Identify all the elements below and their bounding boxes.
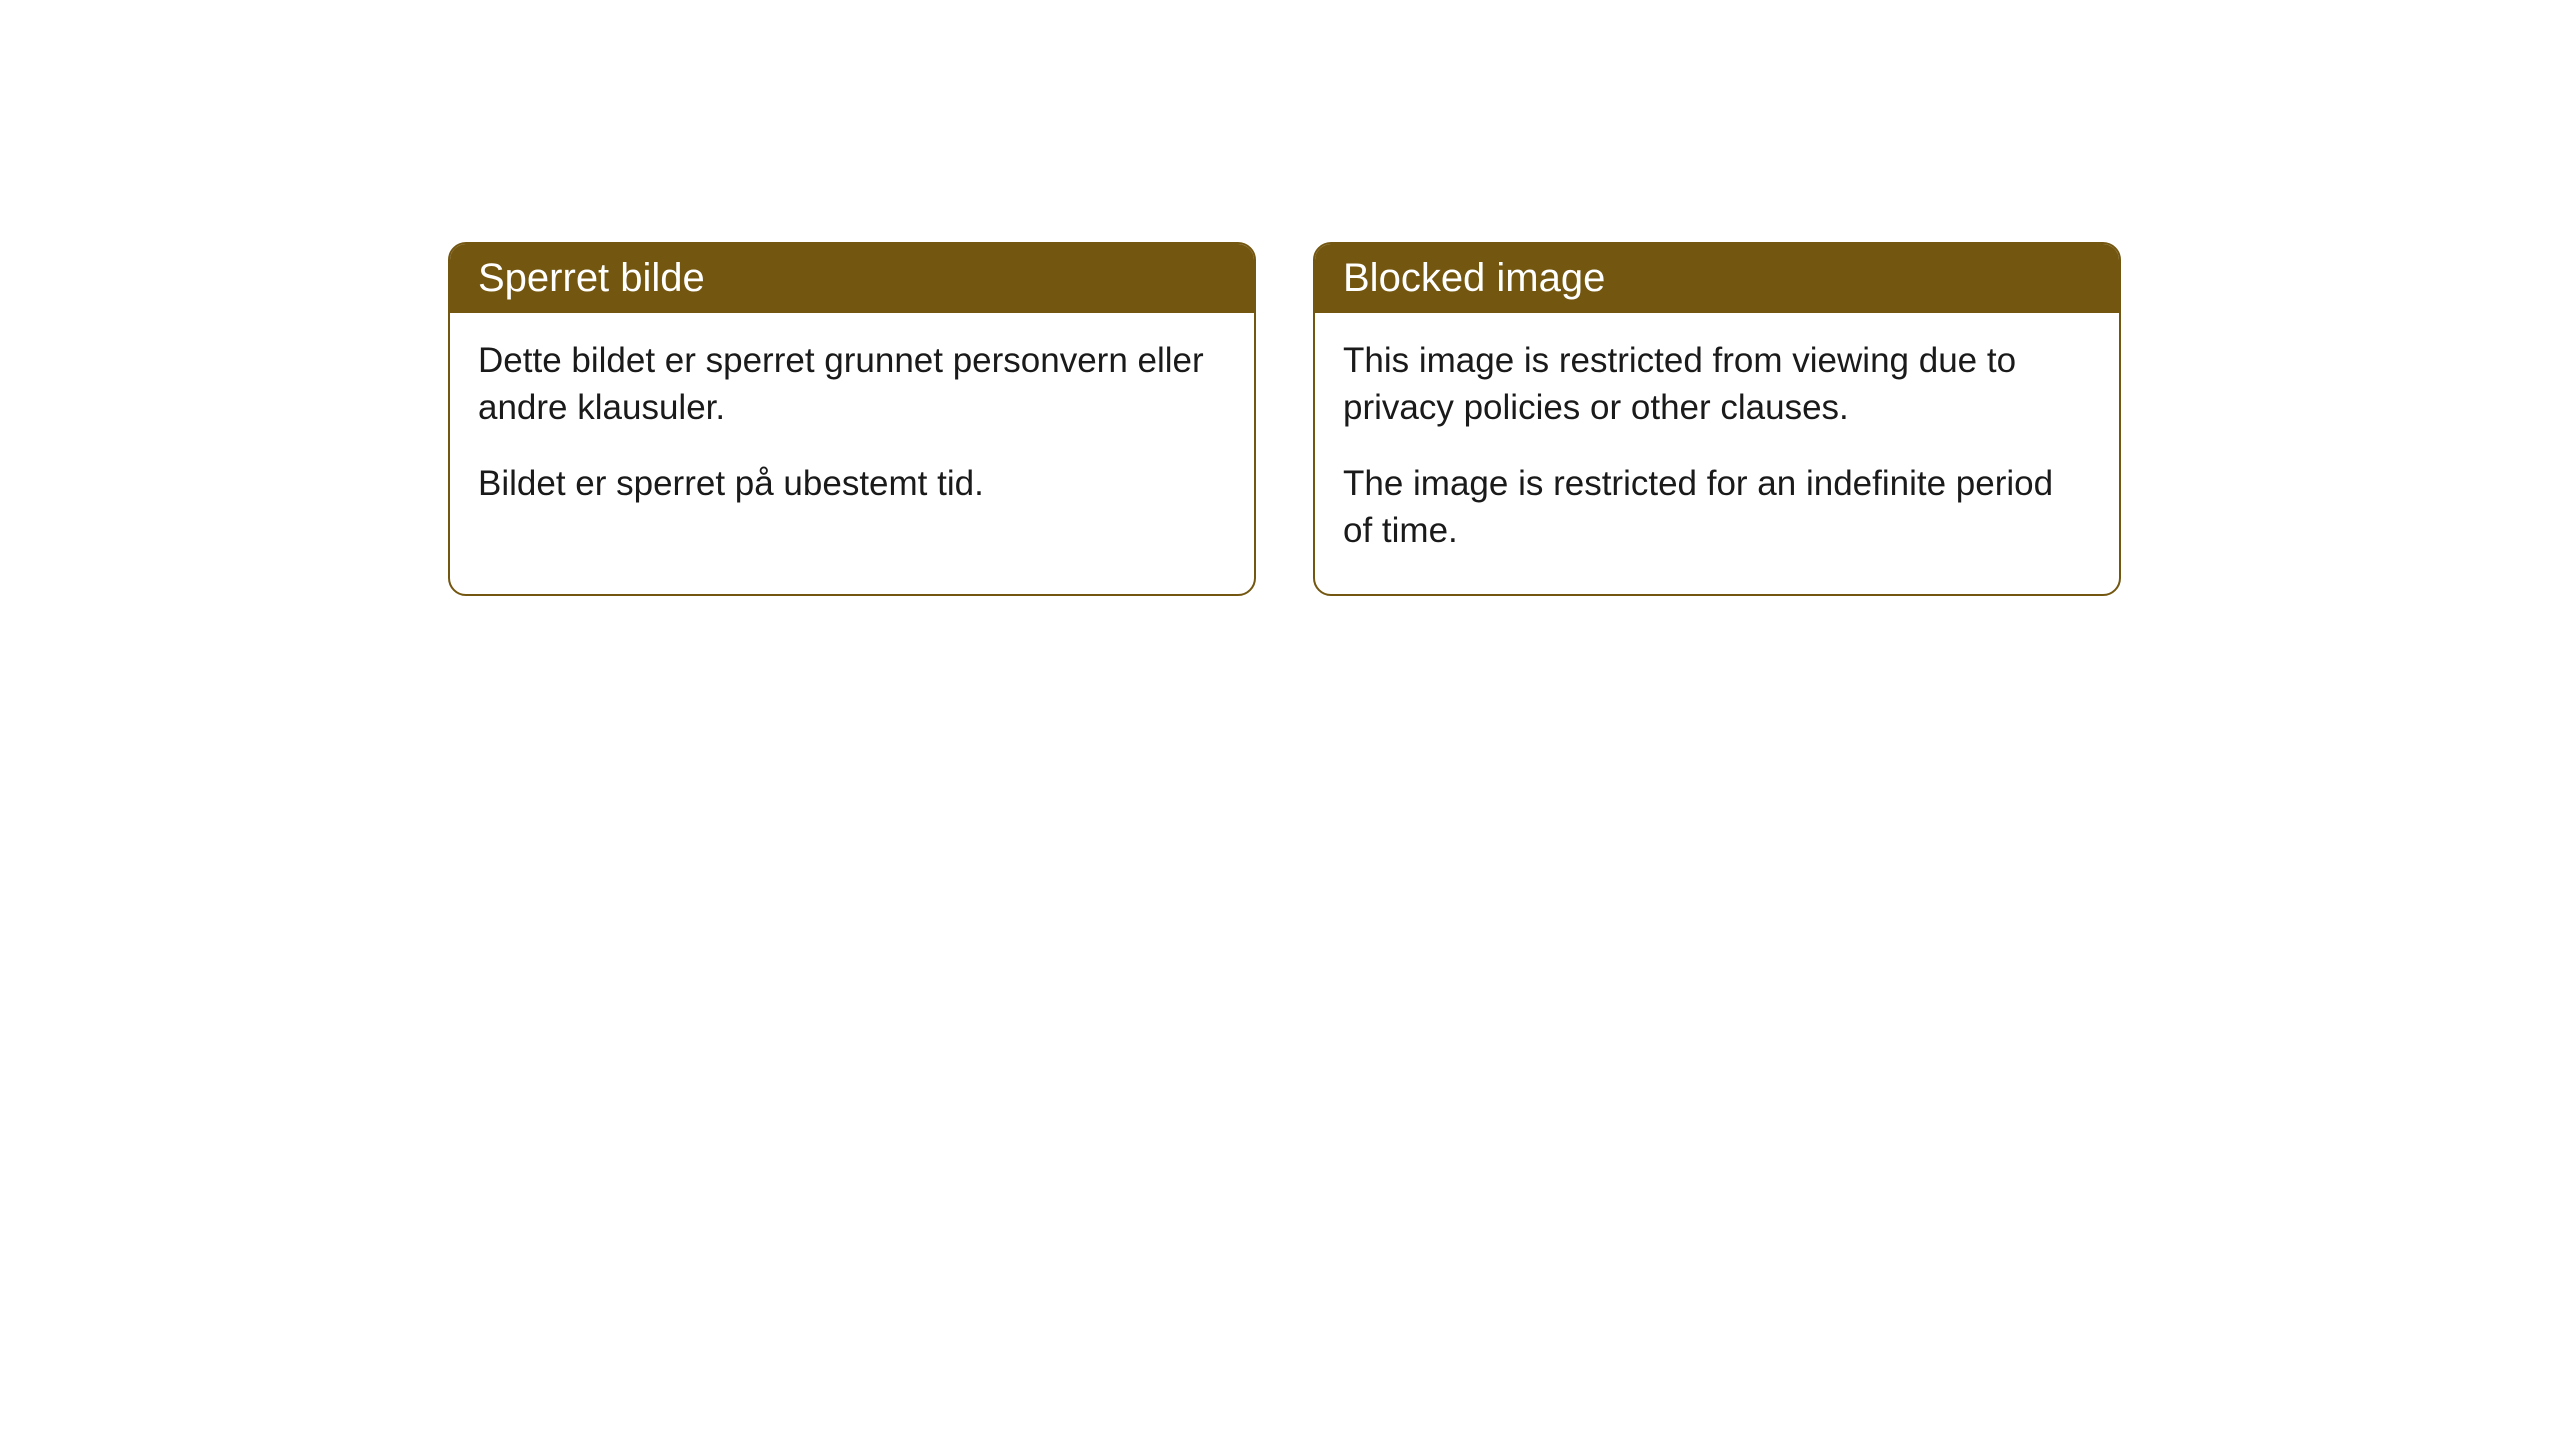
blocked-image-card-norwegian: Sperret bilde Dette bildet er sperret gr…: [448, 242, 1256, 596]
card-title-norwegian: Sperret bilde: [478, 256, 705, 300]
card-paragraph-1-norwegian: Dette bildet er sperret grunnet personve…: [478, 337, 1226, 432]
card-title-english: Blocked image: [1343, 256, 1605, 300]
card-paragraph-2-norwegian: Bildet er sperret på ubestemt tid.: [478, 460, 1226, 507]
blocked-image-card-english: Blocked image This image is restricted f…: [1313, 242, 2121, 596]
card-body-norwegian: Dette bildet er sperret grunnet personve…: [450, 313, 1254, 547]
card-header-english: Blocked image: [1315, 244, 2119, 313]
card-header-norwegian: Sperret bilde: [450, 244, 1254, 313]
card-paragraph-2-english: The image is restricted for an indefinit…: [1343, 460, 2091, 555]
card-body-english: This image is restricted from viewing du…: [1315, 313, 2119, 594]
cards-container: Sperret bilde Dette bildet er sperret gr…: [0, 0, 2560, 596]
card-paragraph-1-english: This image is restricted from viewing du…: [1343, 337, 2091, 432]
